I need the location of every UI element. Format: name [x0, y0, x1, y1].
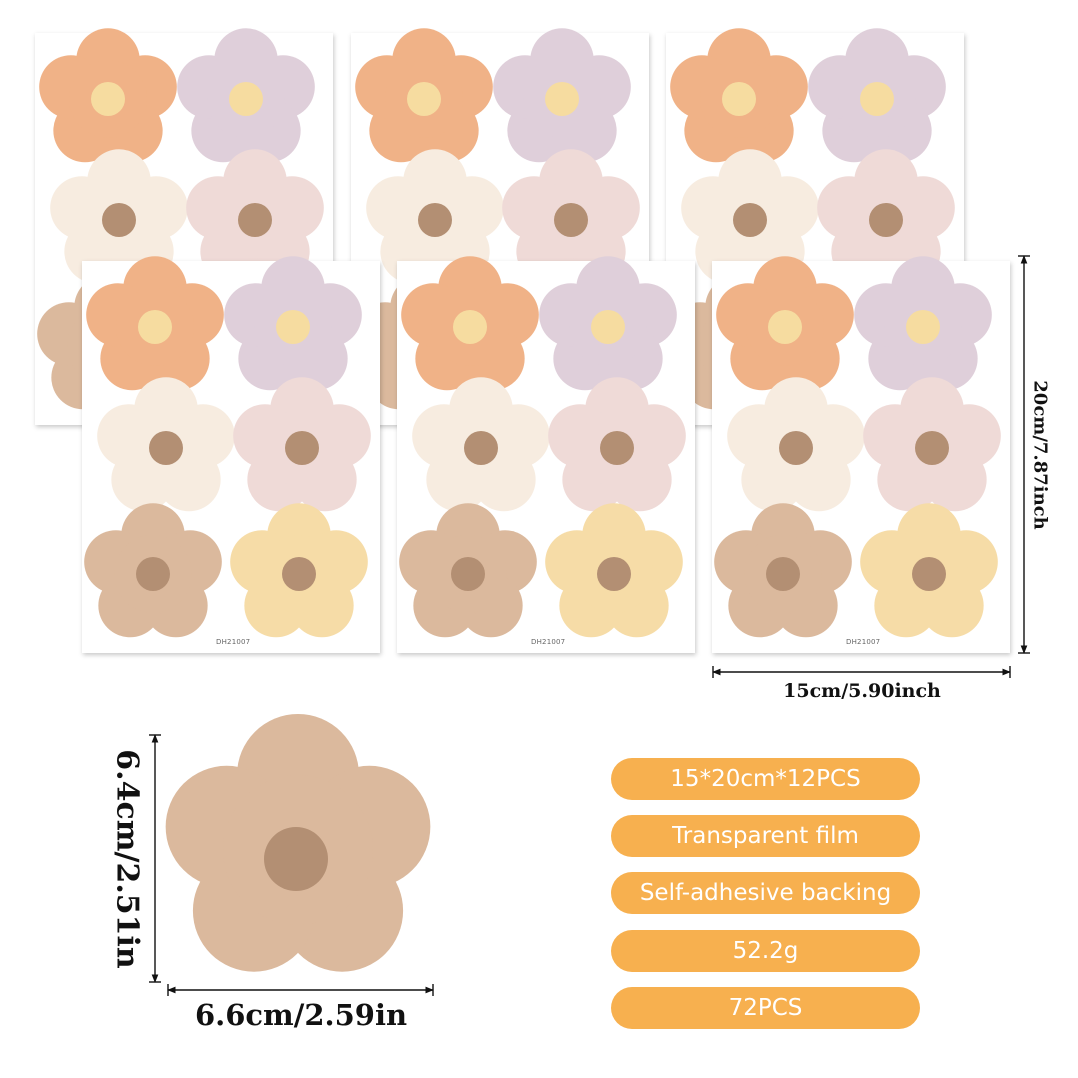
spec-quantity-badge: 72PCS	[611, 987, 920, 1029]
sheet-code-1: DH21007	[216, 638, 251, 646]
spec-backing-badge: Self-adhesive backing	[611, 872, 920, 914]
sheet-code-2: DH21007	[531, 638, 566, 646]
spec-size-count-badge: 15*20cm*12PCS	[611, 758, 920, 800]
single-flower-sticker	[165, 714, 431, 972]
sticker-sheet-front-2	[397, 256, 695, 653]
sheet-width-dimension-line	[712, 666, 1011, 678]
spec-material-badge: Transparent film	[611, 815, 920, 857]
sticker-sheet-front-1	[82, 256, 380, 653]
sheet-code-3: DH21007	[846, 638, 881, 646]
sheet-height-label: 20cm/7.87inch	[1029, 380, 1051, 530]
sheet-width-label: 15cm/5.90inch	[783, 680, 941, 702]
spec-weight-badge: 52.2g	[611, 930, 920, 972]
sticker-width-dimension-line	[167, 984, 434, 996]
sticker-height-dimension-line	[149, 734, 161, 983]
sticker-width-label: 6.6cm/2.59in	[194, 998, 408, 1032]
sticker-height-label: 6.4cm/2.51in	[109, 749, 145, 969]
sheet-height-dimension-line	[1018, 255, 1030, 654]
sticker-sheet-front-3	[712, 256, 1010, 653]
